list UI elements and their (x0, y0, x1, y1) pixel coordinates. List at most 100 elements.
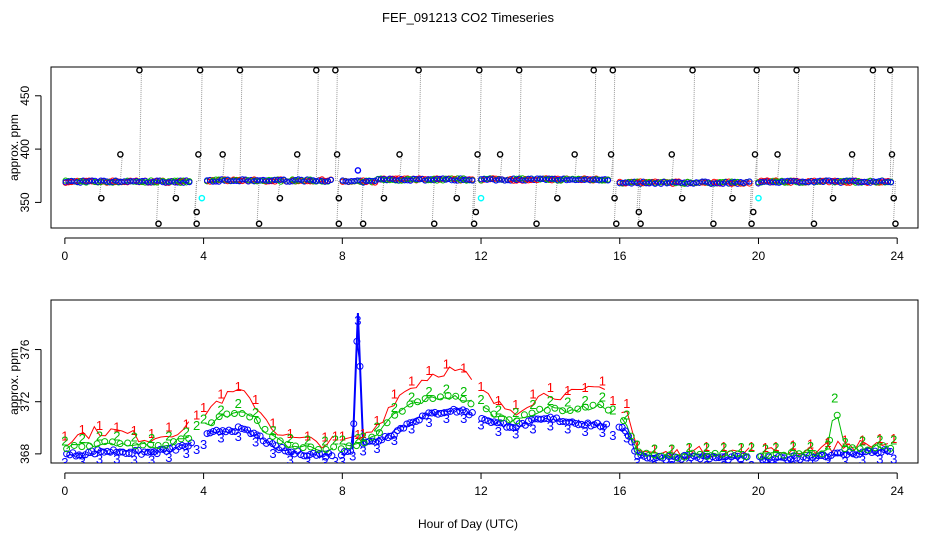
y-tick-label: 368 (18, 444, 32, 464)
series-2-label: 2 (703, 440, 710, 455)
baseline-point (831, 178, 839, 185)
series-1-label: 1 (748, 439, 755, 454)
baseline-point (873, 178, 880, 185)
calibration-low-point (453, 194, 461, 202)
series-3-point (699, 452, 707, 460)
baseline-point (876, 178, 883, 185)
baseline-point (257, 177, 264, 184)
calibration-mid-point (195, 151, 202, 158)
series-3-point (852, 451, 860, 459)
baseline-point (740, 179, 747, 187)
series-1-label: 1 (200, 400, 207, 415)
series-2-point (406, 400, 414, 408)
series-3-point (615, 423, 623, 431)
x-tick-label: 8 (339, 484, 346, 498)
y-tick-label: 400 (18, 139, 32, 159)
series-3-point (621, 427, 629, 435)
series-3-point (119, 448, 127, 456)
calibration-trace (891, 154, 895, 182)
calibration-zero-point (810, 220, 818, 228)
calibration-trace (872, 70, 876, 182)
series-2-point (276, 437, 284, 445)
calibration-trace (796, 70, 800, 182)
series-1-label: 1 (807, 436, 814, 451)
baseline-point (743, 179, 750, 186)
series-2-label: 2 (668, 441, 675, 456)
series-1-label: 1 (79, 422, 86, 437)
baseline-point (887, 179, 895, 186)
series-2-point (139, 441, 147, 449)
calibration-low-point (276, 194, 284, 202)
series-1-label: 1 (183, 417, 190, 432)
baseline-point (572, 176, 579, 184)
baseline-point (292, 177, 299, 184)
series-1-label: 1 (876, 431, 883, 446)
series-3-point (228, 427, 236, 435)
baseline-point (318, 177, 326, 184)
baseline-point (448, 177, 455, 184)
series-3-point (241, 425, 249, 433)
series-1-label: 1 (529, 387, 536, 402)
series-1-label: 1 (633, 438, 640, 453)
series-1-label: 1 (824, 435, 831, 450)
calibration-trace (692, 70, 696, 182)
series-2-point (230, 410, 238, 418)
series-2-point (177, 435, 185, 443)
series-3-label: 3 (113, 451, 120, 466)
series-3-point (156, 445, 164, 453)
series-2-point (375, 429, 383, 437)
baseline-point (162, 179, 169, 186)
series-2-label: 2 (235, 396, 242, 411)
baseline-point (519, 177, 526, 184)
series-2-point (238, 410, 246, 418)
series-1-label: 1 (581, 380, 588, 395)
series-3-label: 3 (443, 411, 450, 426)
x-tick-label: 0 (62, 484, 69, 498)
series-2-point (383, 419, 391, 427)
series-3-point (784, 456, 792, 463)
series-2-point (497, 414, 505, 422)
series-3-label: 3 (200, 437, 207, 452)
baseline-point (62, 179, 69, 186)
series-2-label: 2 (339, 432, 346, 447)
calibration-zero-point (533, 220, 540, 228)
baseline-point (554, 177, 561, 184)
baseline-point (625, 179, 632, 186)
baseline-point (392, 176, 399, 184)
calibration-low-point (554, 194, 561, 202)
series-3-point (809, 453, 817, 461)
series-1-label: 1 (339, 428, 346, 443)
series-3-label: 3 (217, 430, 224, 445)
series-3-point (509, 424, 517, 432)
baseline-point (324, 178, 332, 185)
baseline-point (159, 179, 166, 186)
series-3-point (147, 448, 155, 456)
series-3-label: 3 (373, 441, 380, 456)
baseline-point (124, 178, 131, 185)
baseline-point (601, 176, 609, 183)
series-3-label: 3 (876, 451, 883, 466)
calibration-zero-point (470, 220, 478, 228)
calibration-low-point (335, 194, 343, 202)
baseline-point (637, 178, 644, 185)
series-2-label: 2 (495, 402, 502, 417)
x-tick-label: 20 (752, 249, 766, 263)
series-3-label: 3 (790, 458, 797, 473)
series-1-label: 1 (96, 418, 103, 433)
baseline-point (168, 178, 175, 185)
series-2-point (719, 450, 727, 458)
series-2-point (307, 443, 315, 451)
series-2-point (444, 391, 452, 399)
baseline-point (377, 176, 385, 183)
baseline-point (489, 176, 497, 183)
series-2-label: 2 (772, 440, 779, 455)
baseline-point (722, 178, 729, 186)
series-2-point (353, 442, 361, 450)
baseline-point (501, 177, 508, 184)
series-1-label: 1 (287, 426, 294, 441)
top-data-layer (62, 67, 899, 228)
baseline-point (88, 177, 96, 184)
series-2-point (681, 453, 689, 461)
baseline-point (481, 175, 488, 183)
calibration-high-point (313, 67, 320, 74)
